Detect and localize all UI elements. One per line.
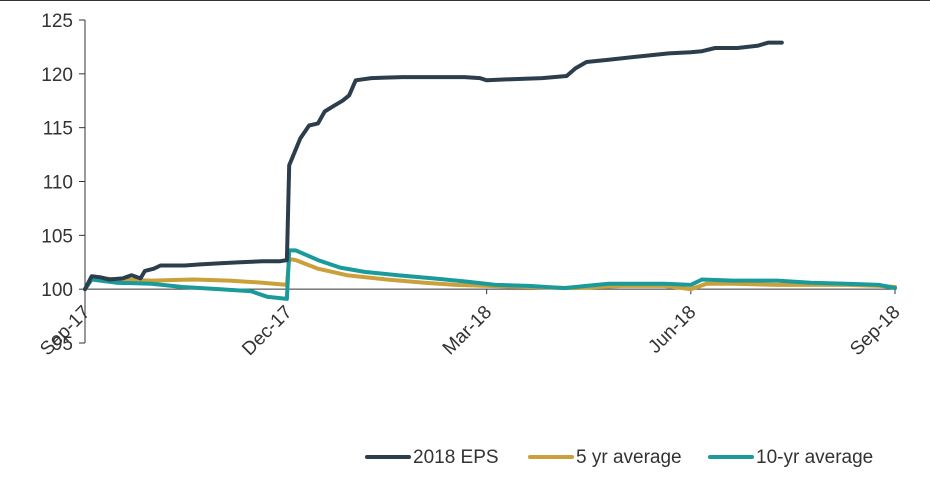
y-tick-label: 120: [41, 65, 73, 86]
x-axis: Sep-17 Dec-17 Mar-18 Jun-18 Sep-18: [36, 289, 905, 360]
y-tick-label: 95: [52, 334, 73, 355]
series-line-2: [83, 248, 897, 301]
legend: 2018 EPS 5 yr average 10-yr average: [365, 447, 873, 468]
y-tick-label: 100: [41, 280, 73, 301]
y-tick-label: 110: [43, 173, 73, 194]
legend-label: 5 yr average: [576, 447, 682, 468]
x-tick-label: Mar-18: [439, 302, 496, 359]
top-rule: [0, 0, 930, 1]
legend-label: 10-yr average: [756, 447, 873, 468]
x-tick-label: Dec-17: [238, 302, 296, 360]
y-tick-label: 125: [41, 11, 73, 32]
series-line-0: [83, 40, 784, 292]
series-line-1: [83, 257, 897, 292]
y-tick-label: 115: [43, 119, 73, 140]
series-layer: [83, 40, 897, 301]
x-tick-label: Sep-18: [846, 302, 904, 360]
x-tick-label: Jun-18: [644, 302, 700, 358]
y-tick-label: 105: [41, 226, 73, 247]
legend-label: 2018 EPS: [413, 447, 499, 468]
y-axis: 95 100 105 110 115 120 125: [41, 11, 86, 355]
